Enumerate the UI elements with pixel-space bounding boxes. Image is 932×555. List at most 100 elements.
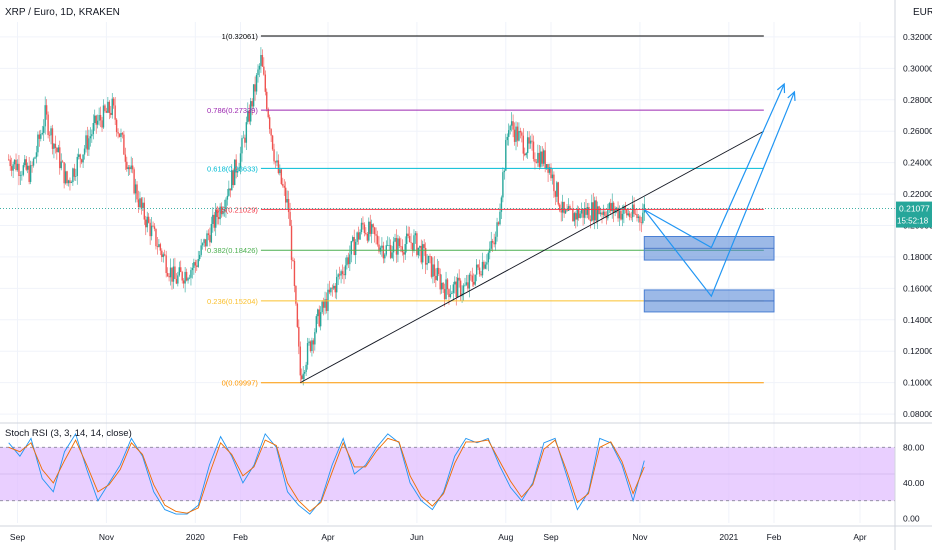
candle-body — [436, 267, 438, 281]
time-tick-label: Apr — [853, 532, 866, 542]
candle-body — [24, 159, 26, 166]
projection-arrowhead — [787, 90, 796, 101]
candle-body — [110, 112, 112, 115]
candle-body — [494, 236, 497, 245]
candle-body — [147, 216, 150, 223]
candle-body — [165, 255, 167, 274]
candle-body — [452, 284, 455, 293]
candle-body — [510, 121, 513, 126]
candle-body — [496, 222, 498, 237]
candle-body — [534, 158, 536, 162]
candle-body — [512, 121, 514, 130]
candle-body — [37, 134, 39, 153]
candle-body — [537, 152, 539, 163]
candle-body — [124, 154, 127, 162]
candle-body — [133, 169, 135, 194]
price-tick-label: 0.08000 — [903, 409, 932, 419]
candle-body — [553, 174, 555, 192]
candle-body — [387, 245, 389, 246]
candle-body — [301, 375, 303, 380]
time-tick-label: 2021 — [719, 532, 738, 542]
candle-body — [315, 316, 318, 333]
candle-body — [303, 371, 306, 374]
candle-body — [404, 244, 406, 255]
candle-body — [131, 165, 134, 170]
candle-body — [181, 272, 183, 281]
candle-body — [118, 133, 121, 137]
candle-body — [448, 289, 450, 298]
candle-body — [10, 166, 13, 171]
candle-body — [576, 209, 578, 220]
candle-body — [206, 233, 208, 247]
candle-body — [551, 174, 554, 179]
time-tick-label: Feb — [767, 532, 782, 542]
candle-body — [503, 170, 506, 173]
candle-body — [137, 199, 140, 208]
candle-body — [352, 237, 354, 242]
candle-body — [471, 275, 473, 282]
candle-body — [408, 236, 411, 243]
candle-body — [266, 91, 268, 110]
candle-body — [336, 276, 338, 293]
fibonacci-retracement[interactable]: 1(0.32061) 0.786(0.27339) 0.618(0.23633) 0.… — [207, 32, 764, 388]
candle-body — [136, 184, 138, 200]
candle-body — [99, 114, 102, 121]
time-tick-label: Nov — [632, 532, 648, 542]
candle-body — [601, 212, 603, 215]
candle-body — [86, 135, 89, 150]
candle-body — [276, 160, 278, 163]
candle-body — [59, 147, 61, 169]
candle-body — [413, 235, 415, 251]
candle-body — [203, 239, 205, 244]
candle-body — [540, 151, 542, 167]
candle-body — [446, 279, 449, 290]
projection-arrowhead — [776, 82, 786, 94]
candle-body — [500, 197, 503, 212]
candle-body — [526, 137, 529, 154]
candle-body — [365, 232, 367, 234]
candle-body — [171, 267, 173, 282]
candle-body — [194, 262, 197, 266]
candle-body — [541, 151, 543, 164]
candle-body — [169, 267, 172, 278]
candle-body — [544, 150, 546, 169]
candle-body — [420, 245, 422, 263]
candle-body — [478, 267, 481, 275]
candle-body — [287, 199, 290, 213]
candle-body — [232, 170, 234, 186]
candle-body — [486, 262, 488, 265]
candle-body — [168, 276, 170, 278]
time-tick-label: Aug — [498, 532, 513, 542]
candle-body — [290, 225, 293, 260]
candle-body — [564, 210, 567, 214]
candle-body — [130, 165, 132, 170]
candle-body — [9, 159, 11, 167]
drawings[interactable] — [300, 82, 796, 384]
candle-body — [82, 154, 84, 163]
candle-body — [282, 183, 284, 186]
candle-body — [432, 264, 434, 277]
candle-body — [309, 341, 312, 351]
candle-body — [354, 241, 357, 256]
candle-body — [513, 129, 516, 142]
fib-level-label: 0.5(0.21029) — [215, 205, 258, 214]
stoch-line-d — [8, 437, 645, 514]
candle-body — [397, 238, 399, 255]
candle-body — [158, 244, 160, 247]
candle-body — [228, 188, 230, 196]
candle-body — [407, 233, 409, 237]
candle-body — [398, 238, 401, 247]
candle-body — [172, 266, 175, 282]
stoch-tick-label: 40.00 — [903, 478, 925, 488]
candle-body — [66, 171, 68, 184]
candle-body — [455, 281, 457, 298]
fib-level-label: 0.382(0.18426) — [207, 246, 258, 255]
price-tick-label: 0.32000 — [903, 32, 932, 42]
candle-body — [631, 204, 634, 218]
candle-body — [363, 224, 366, 233]
candle-body — [608, 203, 610, 210]
candle-body — [617, 207, 619, 219]
last-price-badge — [896, 201, 932, 228]
candle-body — [389, 245, 392, 258]
